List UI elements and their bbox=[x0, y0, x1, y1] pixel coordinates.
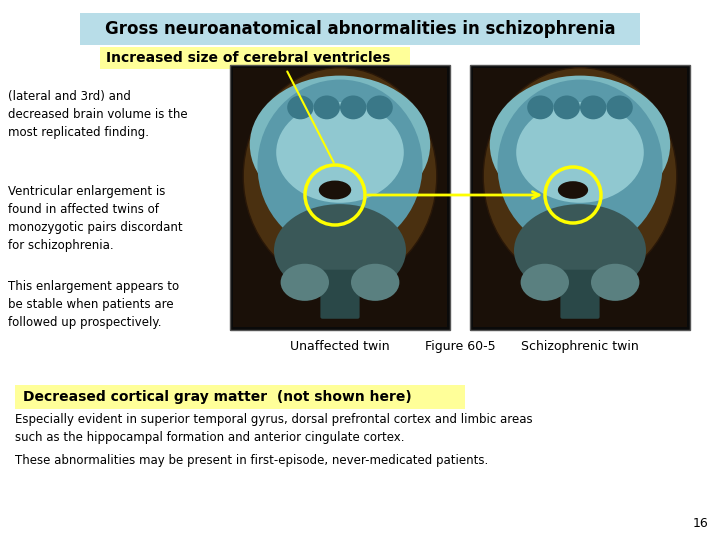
Ellipse shape bbox=[274, 204, 406, 297]
Ellipse shape bbox=[527, 96, 554, 119]
Ellipse shape bbox=[351, 264, 400, 301]
Ellipse shape bbox=[514, 204, 646, 297]
FancyBboxPatch shape bbox=[560, 269, 600, 319]
Text: This enlargement appears to
be stable when patients are
followed up prospectivel: This enlargement appears to be stable wh… bbox=[8, 280, 179, 329]
Ellipse shape bbox=[319, 180, 351, 199]
FancyBboxPatch shape bbox=[470, 65, 690, 330]
Ellipse shape bbox=[243, 68, 437, 285]
Ellipse shape bbox=[554, 96, 580, 119]
Text: (lateral and 3rd) and
decreased brain volume is the
most replicated finding.: (lateral and 3rd) and decreased brain vo… bbox=[8, 90, 188, 139]
FancyBboxPatch shape bbox=[100, 47, 410, 69]
Ellipse shape bbox=[498, 79, 662, 252]
FancyBboxPatch shape bbox=[320, 269, 359, 319]
Ellipse shape bbox=[580, 96, 606, 119]
FancyBboxPatch shape bbox=[80, 13, 640, 45]
Ellipse shape bbox=[483, 68, 677, 285]
FancyBboxPatch shape bbox=[230, 65, 450, 330]
Text: Especially evident in superior temporal gyrus, dorsal prefrontal cortex and limb: Especially evident in superior temporal … bbox=[15, 413, 533, 444]
Text: These abnormalities may be present in first-episode, never-medicated patients.: These abnormalities may be present in fi… bbox=[15, 454, 488, 467]
Text: Figure 60-5: Figure 60-5 bbox=[425, 340, 495, 353]
Ellipse shape bbox=[340, 96, 366, 119]
Ellipse shape bbox=[558, 181, 588, 199]
Text: Decreased cortical gray matter  (not shown here): Decreased cortical gray matter (not show… bbox=[23, 390, 412, 404]
Ellipse shape bbox=[606, 96, 633, 119]
Ellipse shape bbox=[276, 102, 404, 203]
FancyBboxPatch shape bbox=[473, 68, 687, 327]
Ellipse shape bbox=[591, 264, 639, 301]
Ellipse shape bbox=[521, 264, 569, 301]
Text: Ventricular enlargement is
found in affected twins of
monozygotic pairs discorda: Ventricular enlargement is found in affe… bbox=[8, 185, 183, 252]
Ellipse shape bbox=[281, 264, 329, 301]
Text: Unaffected twin: Unaffected twin bbox=[290, 340, 390, 353]
Ellipse shape bbox=[287, 96, 314, 119]
Ellipse shape bbox=[366, 96, 393, 119]
Text: Increased size of cerebral ventricles: Increased size of cerebral ventricles bbox=[106, 51, 390, 65]
Ellipse shape bbox=[490, 76, 670, 213]
Ellipse shape bbox=[314, 96, 340, 119]
FancyBboxPatch shape bbox=[233, 68, 447, 327]
FancyBboxPatch shape bbox=[15, 385, 465, 409]
Text: Gross neuroanatomical abnormalities in schizophrenia: Gross neuroanatomical abnormalities in s… bbox=[104, 20, 616, 38]
Ellipse shape bbox=[258, 79, 423, 252]
Text: Schizophrenic twin: Schizophrenic twin bbox=[521, 340, 639, 353]
Ellipse shape bbox=[250, 76, 431, 213]
Ellipse shape bbox=[516, 102, 644, 203]
Text: 16: 16 bbox=[692, 517, 708, 530]
